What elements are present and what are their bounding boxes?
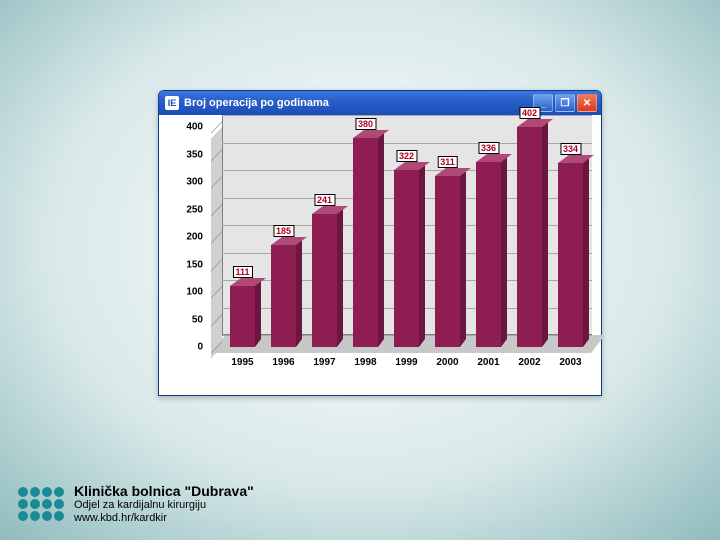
bar-value-label: 322 [396,150,417,162]
y-tick-label: 150 [163,259,203,270]
website-url: www.kbd.hr/kardkir [74,512,254,526]
x-tick-label: 1996 [272,357,294,368]
x-tick-label: 1998 [354,357,376,368]
bar-value-label: 334 [560,143,581,155]
x-tick-label: 1999 [395,357,417,368]
maximize-button[interactable]: ❐ [555,94,575,112]
bar-chart: 0501001502002503003504001111852413803223… [211,127,581,347]
y-tick-label: 0 [163,342,203,353]
y-tick-label: 200 [163,232,203,243]
x-tick-label: 1997 [313,357,335,368]
close-button[interactable]: ✕ [577,94,597,112]
footer: Klinička bolnica "Dubrava" Odjel za kard… [18,483,254,527]
y-tick-label: 250 [163,204,203,215]
y-tick-label: 350 [163,149,203,160]
bar-value-label: 402 [519,107,540,119]
hospital-logo-icon [18,487,64,521]
x-tick-label: 2000 [436,357,458,368]
bar-value-label: 380 [355,118,376,130]
bar-value-label: 111 [232,266,252,278]
x-tick-label: 2001 [477,357,499,368]
hospital-name: Klinička bolnica "Dubrava" [74,483,254,499]
y-tick-label: 300 [163,177,203,188]
bar-value-label: 241 [314,194,335,206]
y-tick-label: 50 [163,314,203,325]
y-tick-label: 100 [163,287,203,298]
bar-value-label: 185 [273,225,294,237]
chart-area: 0 50 100 150 200 250 300 350 400 111 185 241 380 322 3… [159,115,601,395]
bar-value-label: 336 [478,142,499,154]
x-tick-label: 2002 [518,357,540,368]
footer-text: Klinička bolnica "Dubrava" Odjel za kard… [74,483,254,527]
bar-value-label: 311 [437,156,458,168]
x-tick-label: 2003 [559,357,581,368]
y-tick-label: 400 [163,122,203,133]
department-name: Odjel za kardijalnu kirurgiju [74,499,254,513]
window-title: Broj operacija po godinama [184,97,531,109]
x-tick-label: 1995 [231,357,253,368]
ie-icon: IE [165,96,179,110]
app-window: IE Broj operacija po godinama _ ❐ ✕ 0501… [158,90,602,396]
